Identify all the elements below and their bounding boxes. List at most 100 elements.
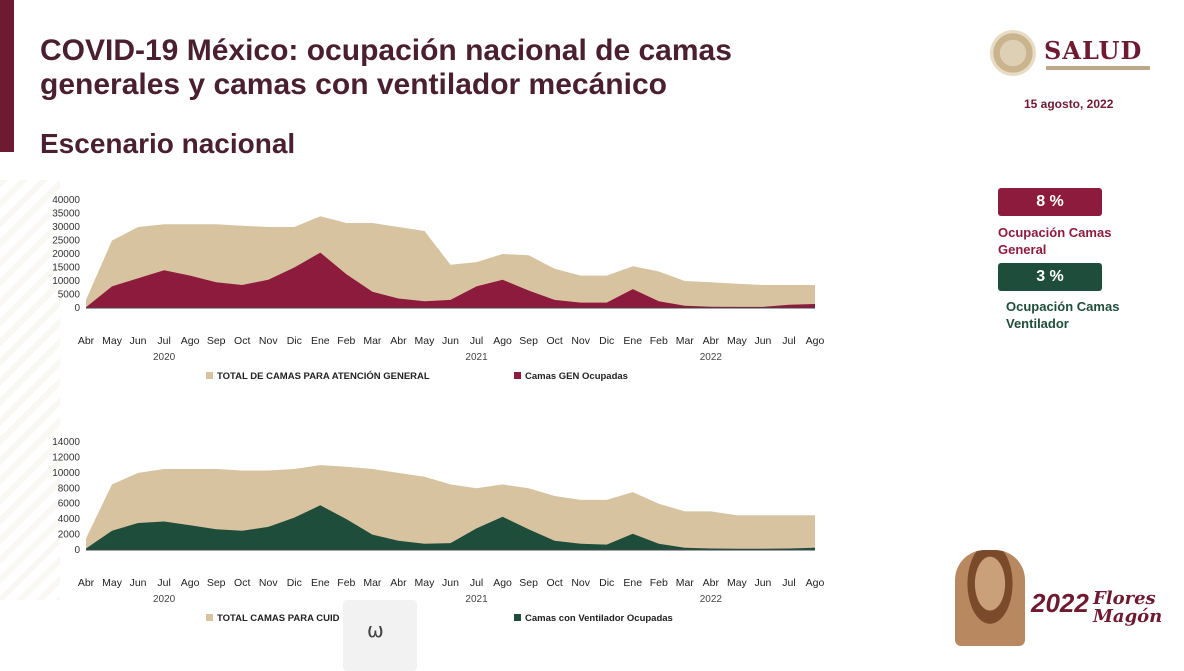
x-month-label: Ago <box>493 335 512 347</box>
x-month-label: Dic <box>599 577 614 589</box>
logo-text: SALUD <box>1044 36 1143 65</box>
y-tick-label: 0 <box>74 303 80 314</box>
y-tick-label: 30000 <box>52 222 80 233</box>
occupied-beds-area <box>86 505 815 550</box>
x-month-label: Jul <box>157 577 170 589</box>
x-month-label: Jul <box>782 335 795 347</box>
occupied-beds-area <box>86 252 815 308</box>
x-month-label: Jun <box>442 335 459 347</box>
x-month-label: Ago <box>181 335 200 347</box>
x-month-label: Jul <box>470 335 483 347</box>
legend-label: Camas con Ventilador Ocupadas <box>525 613 673 624</box>
background-pattern <box>0 180 60 600</box>
legend-label: Camas GEN Ocupadas <box>525 371 628 382</box>
x-month-label: Feb <box>337 577 355 589</box>
legend-label: TOTAL CAMAS PARA CUID … COS <box>217 613 375 624</box>
y-tick-label: 35000 <box>52 209 80 220</box>
x-month-label: Oct <box>546 335 562 347</box>
legend-swatch <box>206 372 213 379</box>
seal-icon <box>990 30 1036 76</box>
x-month-label: Ene <box>311 577 330 589</box>
x-month-label: May <box>415 577 436 589</box>
x-month-label: Nov <box>259 335 278 347</box>
legend-swatch <box>514 614 521 621</box>
x-month-label: Oct <box>546 577 562 589</box>
x-month-label: Ago <box>806 335 825 347</box>
y-tick-label: 15000 <box>52 263 80 274</box>
x-month-label: Abr <box>390 335 407 347</box>
x-month-label: Nov <box>571 577 590 589</box>
y-tick-label: 4000 <box>58 514 81 525</box>
y-tick-label: 10000 <box>52 276 80 287</box>
y-tick-label: 10000 <box>52 468 80 479</box>
x-month-label: Oct <box>234 577 250 589</box>
x-month-label: Nov <box>571 335 590 347</box>
x-month-label: Oct <box>234 335 250 347</box>
ventilator-occupancy-label: Ocupación Camas Ventilador <box>1006 299 1120 331</box>
x-month-label: Mar <box>676 335 695 347</box>
left-color-band <box>0 0 14 152</box>
y-tick-label: 5000 <box>58 290 81 301</box>
x-month-label: Abr <box>78 335 95 347</box>
general-occupancy-badge: 8 % <box>998 188 1102 216</box>
legend-label: TOTAL DE CAMAS PARA ATENCIÓN GENERAL <box>217 370 430 382</box>
x-year-label: 2021 <box>465 594 488 605</box>
legend-swatch <box>514 372 521 379</box>
chart-general-beds: 0 5000 10000 15000 20000 25000 30000 35000 40000… <box>52 195 825 382</box>
x-month-label: Jul <box>470 577 483 589</box>
x-month-label: Abr <box>78 577 95 589</box>
x-month-label: Feb <box>337 335 355 347</box>
x-month-label: Ene <box>311 335 330 347</box>
y-tick-label: 0 <box>74 545 80 556</box>
x-month-label: Dic <box>599 335 614 347</box>
page-title: COVID-19 México: ocupación nacional de c… <box>40 34 732 101</box>
y-tick-label: 14000 <box>52 437 80 448</box>
x-year-label: 2021 <box>465 352 488 363</box>
x-month-label: Jun <box>442 577 459 589</box>
x-month-label: Mar <box>363 577 382 589</box>
x-month-label: Ene <box>623 335 642 347</box>
x-month-label: May <box>727 577 748 589</box>
legend-swatch <box>206 614 213 621</box>
x-month-label: Abr <box>703 577 720 589</box>
y-tick-label: 40000 <box>52 195 80 206</box>
x-month-label: Abr <box>703 335 720 347</box>
x-month-label: Nov <box>259 577 278 589</box>
x-month-label: Sep <box>207 335 226 347</box>
x-month-label: Feb <box>650 577 668 589</box>
x-month-label: Dic <box>287 335 302 347</box>
anniversary-emblem: 2022 Flores Magón <box>955 550 1165 650</box>
report-date: 15 agosto, 2022 <box>1024 97 1114 111</box>
y-tick-label: 25000 <box>52 236 80 247</box>
general-occupancy-label: Ocupación Camas General <box>998 225 1112 257</box>
x-year-label: 2022 <box>700 594 723 605</box>
x-month-label: Mar <box>676 577 695 589</box>
x-month-label: Feb <box>650 335 668 347</box>
ventilator-occupancy-badge: 3 % <box>998 263 1102 291</box>
x-month-label: May <box>102 577 123 589</box>
x-month-label: Jul <box>157 335 170 347</box>
salud-logo: SALUD <box>990 30 1160 82</box>
logo-underline <box>1046 66 1150 70</box>
portrait-image <box>955 550 1025 646</box>
x-month-label: Jun <box>130 335 147 347</box>
x-month-label: Mar <box>363 335 382 347</box>
x-month-label: Sep <box>519 577 538 589</box>
x-month-label: Sep <box>207 577 226 589</box>
y-tick-label: 8000 <box>58 483 81 494</box>
x-month-label: Ago <box>806 577 825 589</box>
x-month-label: May <box>415 335 436 347</box>
x-year-label: 2020 <box>153 594 176 605</box>
x-month-label: Jun <box>754 577 771 589</box>
x-month-label: May <box>102 335 123 347</box>
chart-ventilator-beds: 0 2000 4000 6000 8000 10000 12000 14000 Abr May Ju… <box>52 437 825 624</box>
x-month-label: Abr <box>390 577 407 589</box>
x-month-label: May <box>727 335 748 347</box>
x-year-label: 2020 <box>153 352 176 363</box>
x-month-label: Ago <box>493 577 512 589</box>
x-month-label: Jun <box>754 335 771 347</box>
y-tick-label: 20000 <box>52 249 80 260</box>
page-subtitle: Escenario nacional <box>40 128 296 159</box>
x-month-label: Jun <box>130 577 147 589</box>
overlay-glyph-icon: ω <box>367 618 384 642</box>
